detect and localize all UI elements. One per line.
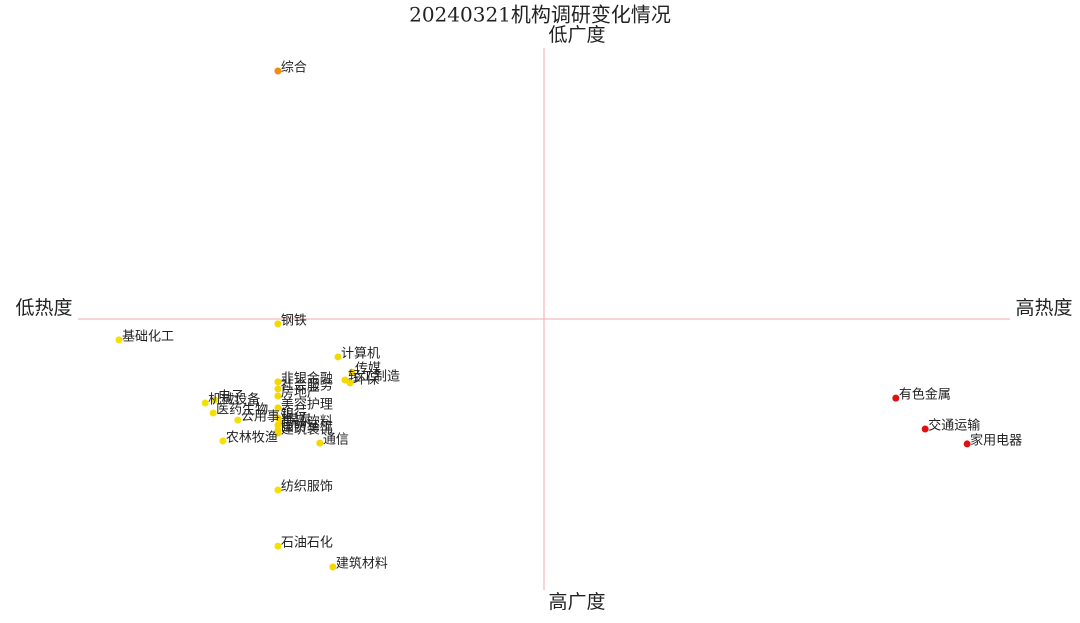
point-label: 医药生物	[216, 403, 268, 418]
point	[201, 399, 209, 407]
point-label: 房地产	[281, 384, 320, 400]
point-label: 传媒	[355, 362, 381, 377]
point	[274, 429, 282, 437]
point-label: 建筑装饰	[281, 422, 333, 438]
point	[234, 416, 242, 424]
point	[274, 392, 282, 400]
point-label: 基础化工	[122, 329, 174, 344]
point	[274, 486, 282, 494]
point-label: 国防军工	[281, 419, 333, 435]
point-label: 银行	[281, 407, 307, 422]
point	[211, 396, 219, 404]
point-label: 交通运输	[928, 418, 980, 434]
point-label: 家用电器	[970, 432, 1022, 448]
x-high-label: 高热度	[1015, 297, 1072, 319]
y-high-label: 低广度	[548, 24, 605, 46]
point-label: 纺织服饰	[281, 480, 333, 495]
point	[348, 368, 356, 376]
point-label: 机械设备	[208, 392, 260, 408]
point	[274, 542, 282, 550]
point-label: 建筑材料	[336, 555, 388, 571]
point	[274, 67, 282, 75]
point	[334, 353, 342, 361]
y-low-label: 高广度	[548, 591, 605, 613]
point-label: 社会服务	[281, 377, 333, 393]
point	[316, 439, 324, 447]
point	[274, 378, 282, 386]
point	[274, 421, 282, 429]
point-label: 石油石化	[281, 536, 333, 551]
point	[209, 409, 217, 417]
point-label: 美容护理	[281, 396, 333, 412]
point-label: 环保	[353, 372, 379, 387]
point-label: 计算机	[341, 346, 380, 361]
point	[115, 336, 123, 344]
point-label: 煤炭	[285, 413, 311, 428]
point-label: 非银金融	[281, 370, 333, 386]
point	[341, 376, 349, 384]
point-label: 轻工制造	[348, 369, 400, 384]
point-label: 钢铁	[281, 313, 307, 328]
point	[963, 440, 971, 448]
point	[274, 414, 282, 422]
point	[892, 394, 900, 402]
point	[274, 385, 282, 393]
point	[329, 563, 337, 571]
point-label: 食品饮料	[281, 413, 333, 429]
point-label: 通信	[323, 433, 349, 448]
point	[219, 437, 227, 445]
point	[346, 379, 354, 387]
x-low-label: 低热度	[15, 297, 72, 319]
point	[921, 425, 929, 433]
point-label: 电子	[218, 390, 244, 405]
point	[274, 320, 282, 328]
point-label: 有色金属	[899, 387, 951, 403]
point	[274, 404, 282, 412]
point-label: 综合	[281, 61, 307, 76]
chart-title: 20240321机构调研变化情况	[409, 3, 671, 27]
point-label: 农林牧渔	[226, 430, 278, 445]
